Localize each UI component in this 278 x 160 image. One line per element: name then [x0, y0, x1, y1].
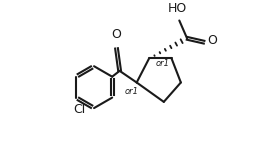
Text: or1: or1 [125, 87, 139, 96]
Text: O: O [111, 28, 121, 41]
Text: or1: or1 [156, 59, 170, 68]
Text: HO: HO [167, 2, 187, 15]
Text: Cl: Cl [73, 103, 86, 116]
Text: O: O [207, 34, 217, 47]
